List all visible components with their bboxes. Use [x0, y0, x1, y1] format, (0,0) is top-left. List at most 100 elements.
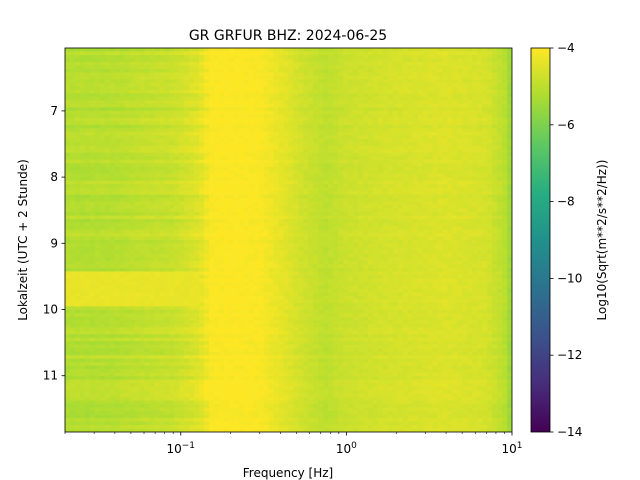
heatmap-cell: [273, 299, 280, 304]
heatmap-cell: [258, 198, 265, 203]
heatmap-cell: [273, 142, 280, 147]
heatmap-cell: [184, 65, 190, 70]
heatmap-cell: [114, 177, 121, 182]
heatmap-cell: [124, 271, 131, 276]
heatmap-cell: [179, 264, 185, 269]
heatmap-cell: [124, 295, 131, 300]
heatmap-cell: [204, 400, 210, 405]
heatmap-cell: [164, 309, 170, 314]
heatmap-cell: [74, 229, 81, 234]
heatmap-cell: [154, 425, 160, 430]
heatmap-cell: [278, 414, 285, 419]
heatmap-cell: [223, 299, 230, 304]
heatmap-cell: [79, 355, 86, 360]
heatmap-cell: [69, 253, 76, 259]
heatmap-cell: [194, 337, 200, 342]
heatmap-cell: [223, 205, 230, 210]
heatmap-cell: [174, 170, 180, 175]
heatmap-cell: [288, 177, 295, 182]
heatmap-cell: [79, 96, 86, 101]
heatmap-cell: [104, 393, 111, 398]
heatmap-cell: [199, 142, 205, 147]
heatmap-cell: [139, 240, 146, 245]
heatmap-cell: [84, 54, 91, 60]
heatmap-cell: [243, 142, 250, 147]
heatmap-cell: [134, 267, 141, 273]
heatmap-cell: [238, 226, 245, 231]
heatmap-cell: [228, 222, 235, 227]
heatmap-cell: [174, 351, 180, 356]
heatmap-cell: [268, 86, 275, 91]
heatmap-cell: [228, 86, 235, 91]
heatmap-cell: [228, 219, 235, 224]
heatmap-cell: [179, 54, 185, 60]
heatmap-cell: [134, 257, 141, 262]
heatmap-cell: [144, 198, 151, 203]
heatmap-cell: [99, 302, 106, 307]
heatmap-cell: [233, 86, 240, 91]
heatmap-cell: [194, 390, 200, 395]
heatmap-cell: [204, 159, 210, 164]
heatmap-cell: [199, 351, 205, 356]
heatmap-cell: [273, 135, 280, 140]
heatmap-cell: [199, 299, 205, 304]
heatmap-cell: [184, 250, 190, 255]
heatmap-cell: [218, 205, 225, 210]
heatmap-cell: [164, 274, 170, 279]
heatmap-cell: [139, 383, 146, 388]
heatmap-cell: [214, 131, 220, 136]
heatmap-cell: [233, 135, 240, 140]
heatmap-cell: [109, 428, 116, 432]
heatmap-cell: [179, 404, 185, 409]
heatmap-cell: [74, 65, 81, 70]
heatmap-cell: [268, 295, 275, 300]
heatmap-cell: [84, 246, 91, 252]
heatmap-cell: [114, 271, 121, 276]
heatmap-cell: [154, 103, 160, 108]
heatmap-cell: [149, 253, 155, 259]
heatmap-cell: [218, 215, 225, 220]
heatmap-cell: [233, 246, 240, 252]
heatmap-cell: [263, 142, 270, 147]
heatmap-cell: [199, 421, 205, 426]
heatmap-cell: [204, 198, 210, 203]
heatmap-cell: [238, 138, 245, 143]
heatmap-cell: [169, 376, 175, 381]
heatmap-cell: [89, 323, 96, 328]
heatmap-cell: [119, 397, 126, 402]
heatmap-cell: [89, 128, 96, 133]
heatmap-cell: [184, 103, 190, 108]
heatmap-cell: [154, 114, 160, 119]
heatmap-cell: [199, 414, 205, 419]
heatmap-cell: [144, 299, 151, 304]
heatmap-cell: [223, 229, 230, 234]
heatmap-cell: [223, 243, 230, 248]
heatmap-cell: [233, 397, 240, 402]
heatmap-cell: [209, 86, 215, 91]
heatmap-cell: [283, 145, 290, 150]
heatmap-cell: [278, 299, 285, 304]
heatmap-cell: [273, 316, 280, 321]
heatmap-cell: [149, 229, 155, 234]
heatmap-cell: [119, 236, 126, 241]
heatmap-cell: [149, 376, 155, 381]
heatmap-cell: [74, 89, 81, 94]
heatmap-cell: [218, 110, 225, 115]
heatmap-cell: [189, 86, 195, 91]
heatmap-cell: [164, 393, 170, 398]
heatmap-cell: [263, 355, 270, 360]
heatmap-cell: [223, 110, 230, 115]
heatmap-cell: [253, 100, 260, 105]
heatmap-cell: [99, 355, 106, 360]
heatmap-cell: [263, 48, 270, 53]
heatmap-cell: [139, 372, 146, 377]
heatmap-cell: [268, 299, 275, 304]
heatmap-cell: [278, 110, 285, 115]
heatmap-cell: [223, 372, 230, 377]
heatmap-cell: [149, 309, 155, 314]
heatmap-cell: [89, 386, 96, 391]
heatmap-cell: [89, 313, 96, 318]
heatmap-cell: [99, 103, 106, 108]
heatmap-cell: [84, 240, 91, 245]
heatmap-cell: [144, 330, 151, 335]
